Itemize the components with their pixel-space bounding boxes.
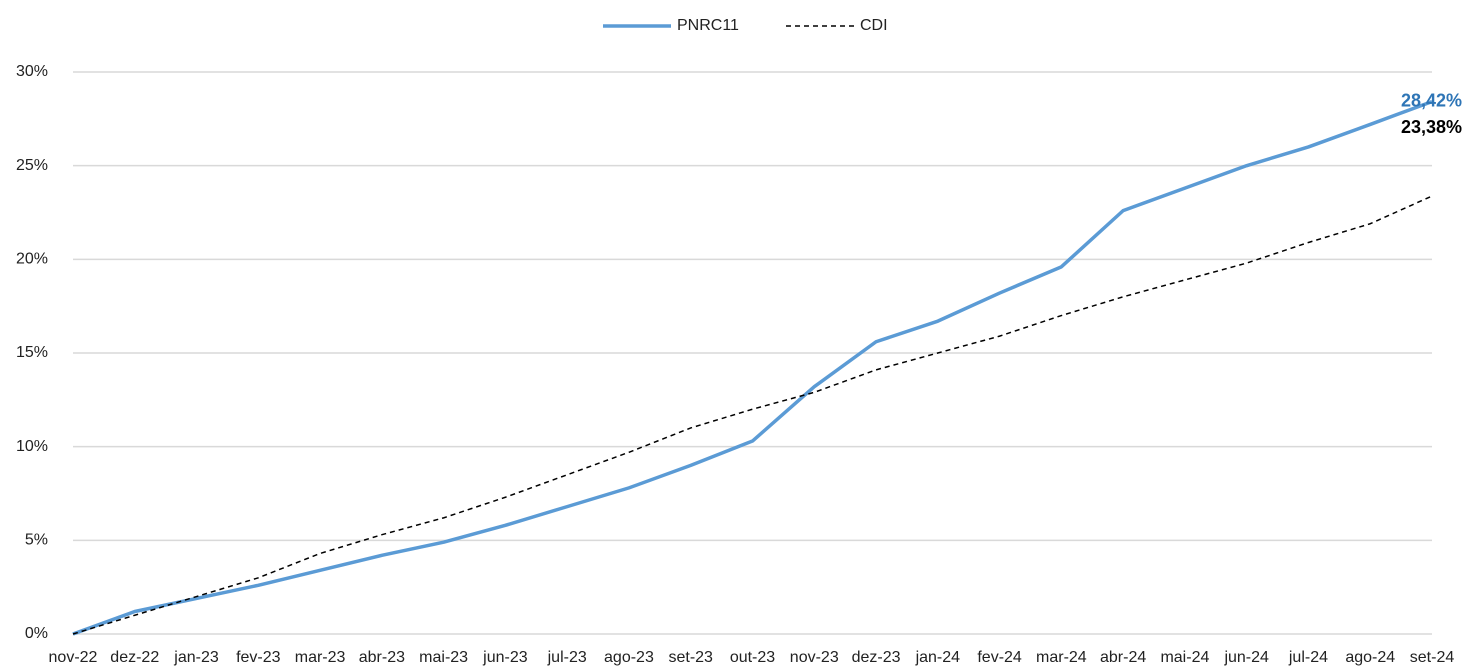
end-label: 23,38% [1401,117,1462,137]
x-tick-label: ago-23 [604,649,654,666]
y-tick-label: 20% [16,251,48,268]
end-label: 28,42% [1401,90,1462,110]
x-tick-label: dez-22 [110,649,159,666]
y-tick-label: 10% [16,438,48,455]
y-tick-label: 15% [16,344,48,361]
legend-label: CDI [860,17,888,34]
x-tick-label: abr-24 [1100,649,1146,666]
x-tick-label: dez-23 [852,649,901,666]
y-tick-label: 0% [25,625,48,642]
x-tick-label: nov-22 [49,649,98,666]
x-tick-label: jul-24 [1288,649,1328,666]
x-tick-label: jan-23 [173,649,219,666]
x-tick-label: ago-24 [1345,649,1395,666]
x-tick-label: mai-23 [419,649,468,666]
x-tick-label: jun-24 [1223,649,1269,666]
series-line [72,195,1433,635]
x-tick-label: out-23 [730,649,775,666]
x-tick-label: jan-24 [915,649,961,666]
legend-label: PNRC11 [677,17,739,34]
x-tick-label: jun-23 [482,649,528,666]
x-tick-label: set-24 [1410,649,1455,666]
y-tick-label: 25% [16,157,48,174]
x-tick-label: fev-23 [236,649,281,666]
x-tick-label: set-23 [668,649,713,666]
y-tick-label: 30% [16,63,48,80]
x-tick-label: mar-24 [1036,649,1087,666]
y-tick-label: 5% [25,532,48,549]
x-tick-label: jul-23 [547,649,587,666]
x-tick-label: fev-24 [977,649,1022,666]
x-tick-label: nov-23 [790,649,839,666]
x-tick-label: mai-24 [1160,649,1209,666]
series-line [72,99,1433,636]
x-tick-label: mar-23 [295,649,346,666]
x-tick-label: abr-23 [359,649,405,666]
